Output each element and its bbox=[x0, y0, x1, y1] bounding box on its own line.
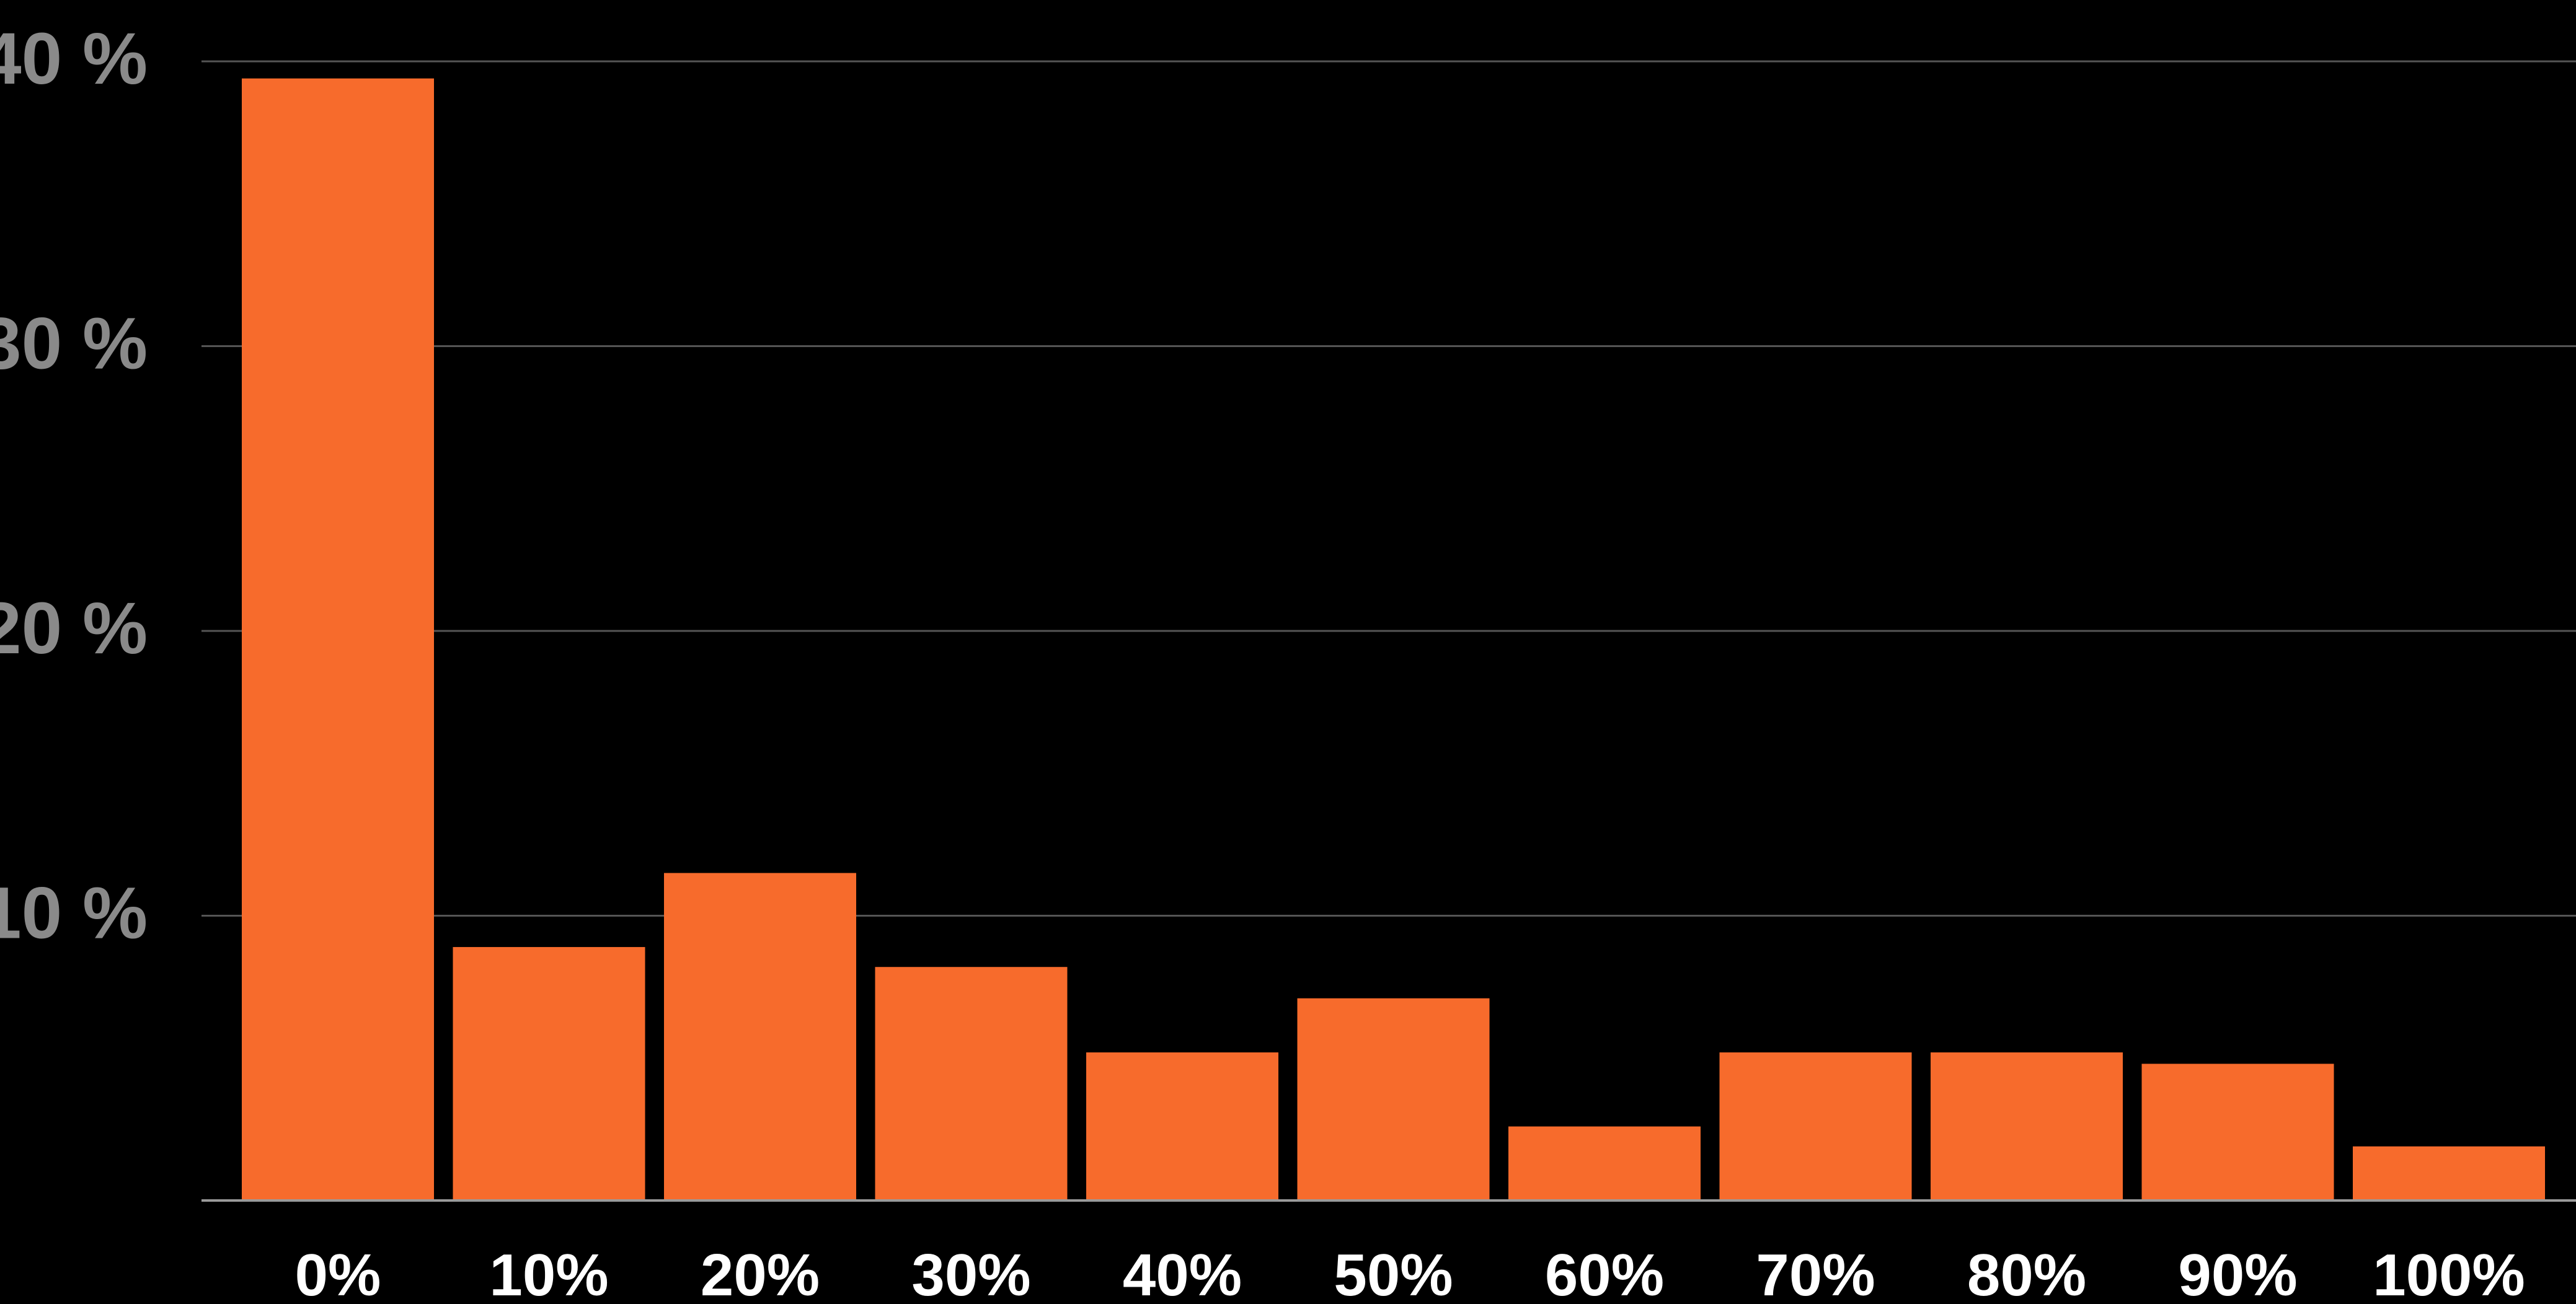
y-tick-label: 20 % bbox=[0, 588, 148, 669]
x-tick-label: 80% bbox=[1967, 1242, 2086, 1304]
x-tick-label: 40% bbox=[1123, 1242, 1242, 1304]
x-tick-label: 20% bbox=[701, 1242, 820, 1304]
x-tick-label: 90% bbox=[2178, 1242, 2297, 1304]
x-tick-label: 50% bbox=[1334, 1242, 1453, 1304]
bar bbox=[242, 78, 434, 1201]
x-tick-label: 100% bbox=[2373, 1242, 2525, 1304]
bar bbox=[1508, 1126, 1701, 1200]
bar bbox=[2141, 1064, 2334, 1200]
y-axis-tick-labels: 10 % 20 % 30 % 40 % bbox=[0, 18, 148, 954]
x-tick-label: 70% bbox=[1756, 1242, 1875, 1304]
bar bbox=[875, 967, 1068, 1200]
bar bbox=[453, 947, 645, 1200]
x-tick-label: 60% bbox=[1545, 1242, 1664, 1304]
y-tick-label: 10 % bbox=[0, 873, 148, 954]
bar bbox=[1719, 1052, 1912, 1200]
y-tick-label: 40 % bbox=[0, 18, 148, 100]
bar bbox=[2353, 1146, 2545, 1200]
bars bbox=[242, 78, 2545, 1201]
x-axis-tick-labels: 0% 10% 20% 30% 40% 50% 60% 70% 80% 90% 100% bbox=[295, 1242, 2525, 1304]
x-tick-label: 30% bbox=[911, 1242, 1030, 1304]
bar bbox=[1086, 1052, 1278, 1200]
y-tick-label: 30 % bbox=[0, 303, 148, 385]
bar bbox=[1931, 1052, 2123, 1200]
x-tick-label: 0% bbox=[295, 1242, 381, 1304]
bar bbox=[1297, 998, 1490, 1200]
x-tick-label: 10% bbox=[489, 1242, 608, 1304]
gridlines bbox=[201, 60, 2576, 917]
bar bbox=[664, 873, 856, 1200]
